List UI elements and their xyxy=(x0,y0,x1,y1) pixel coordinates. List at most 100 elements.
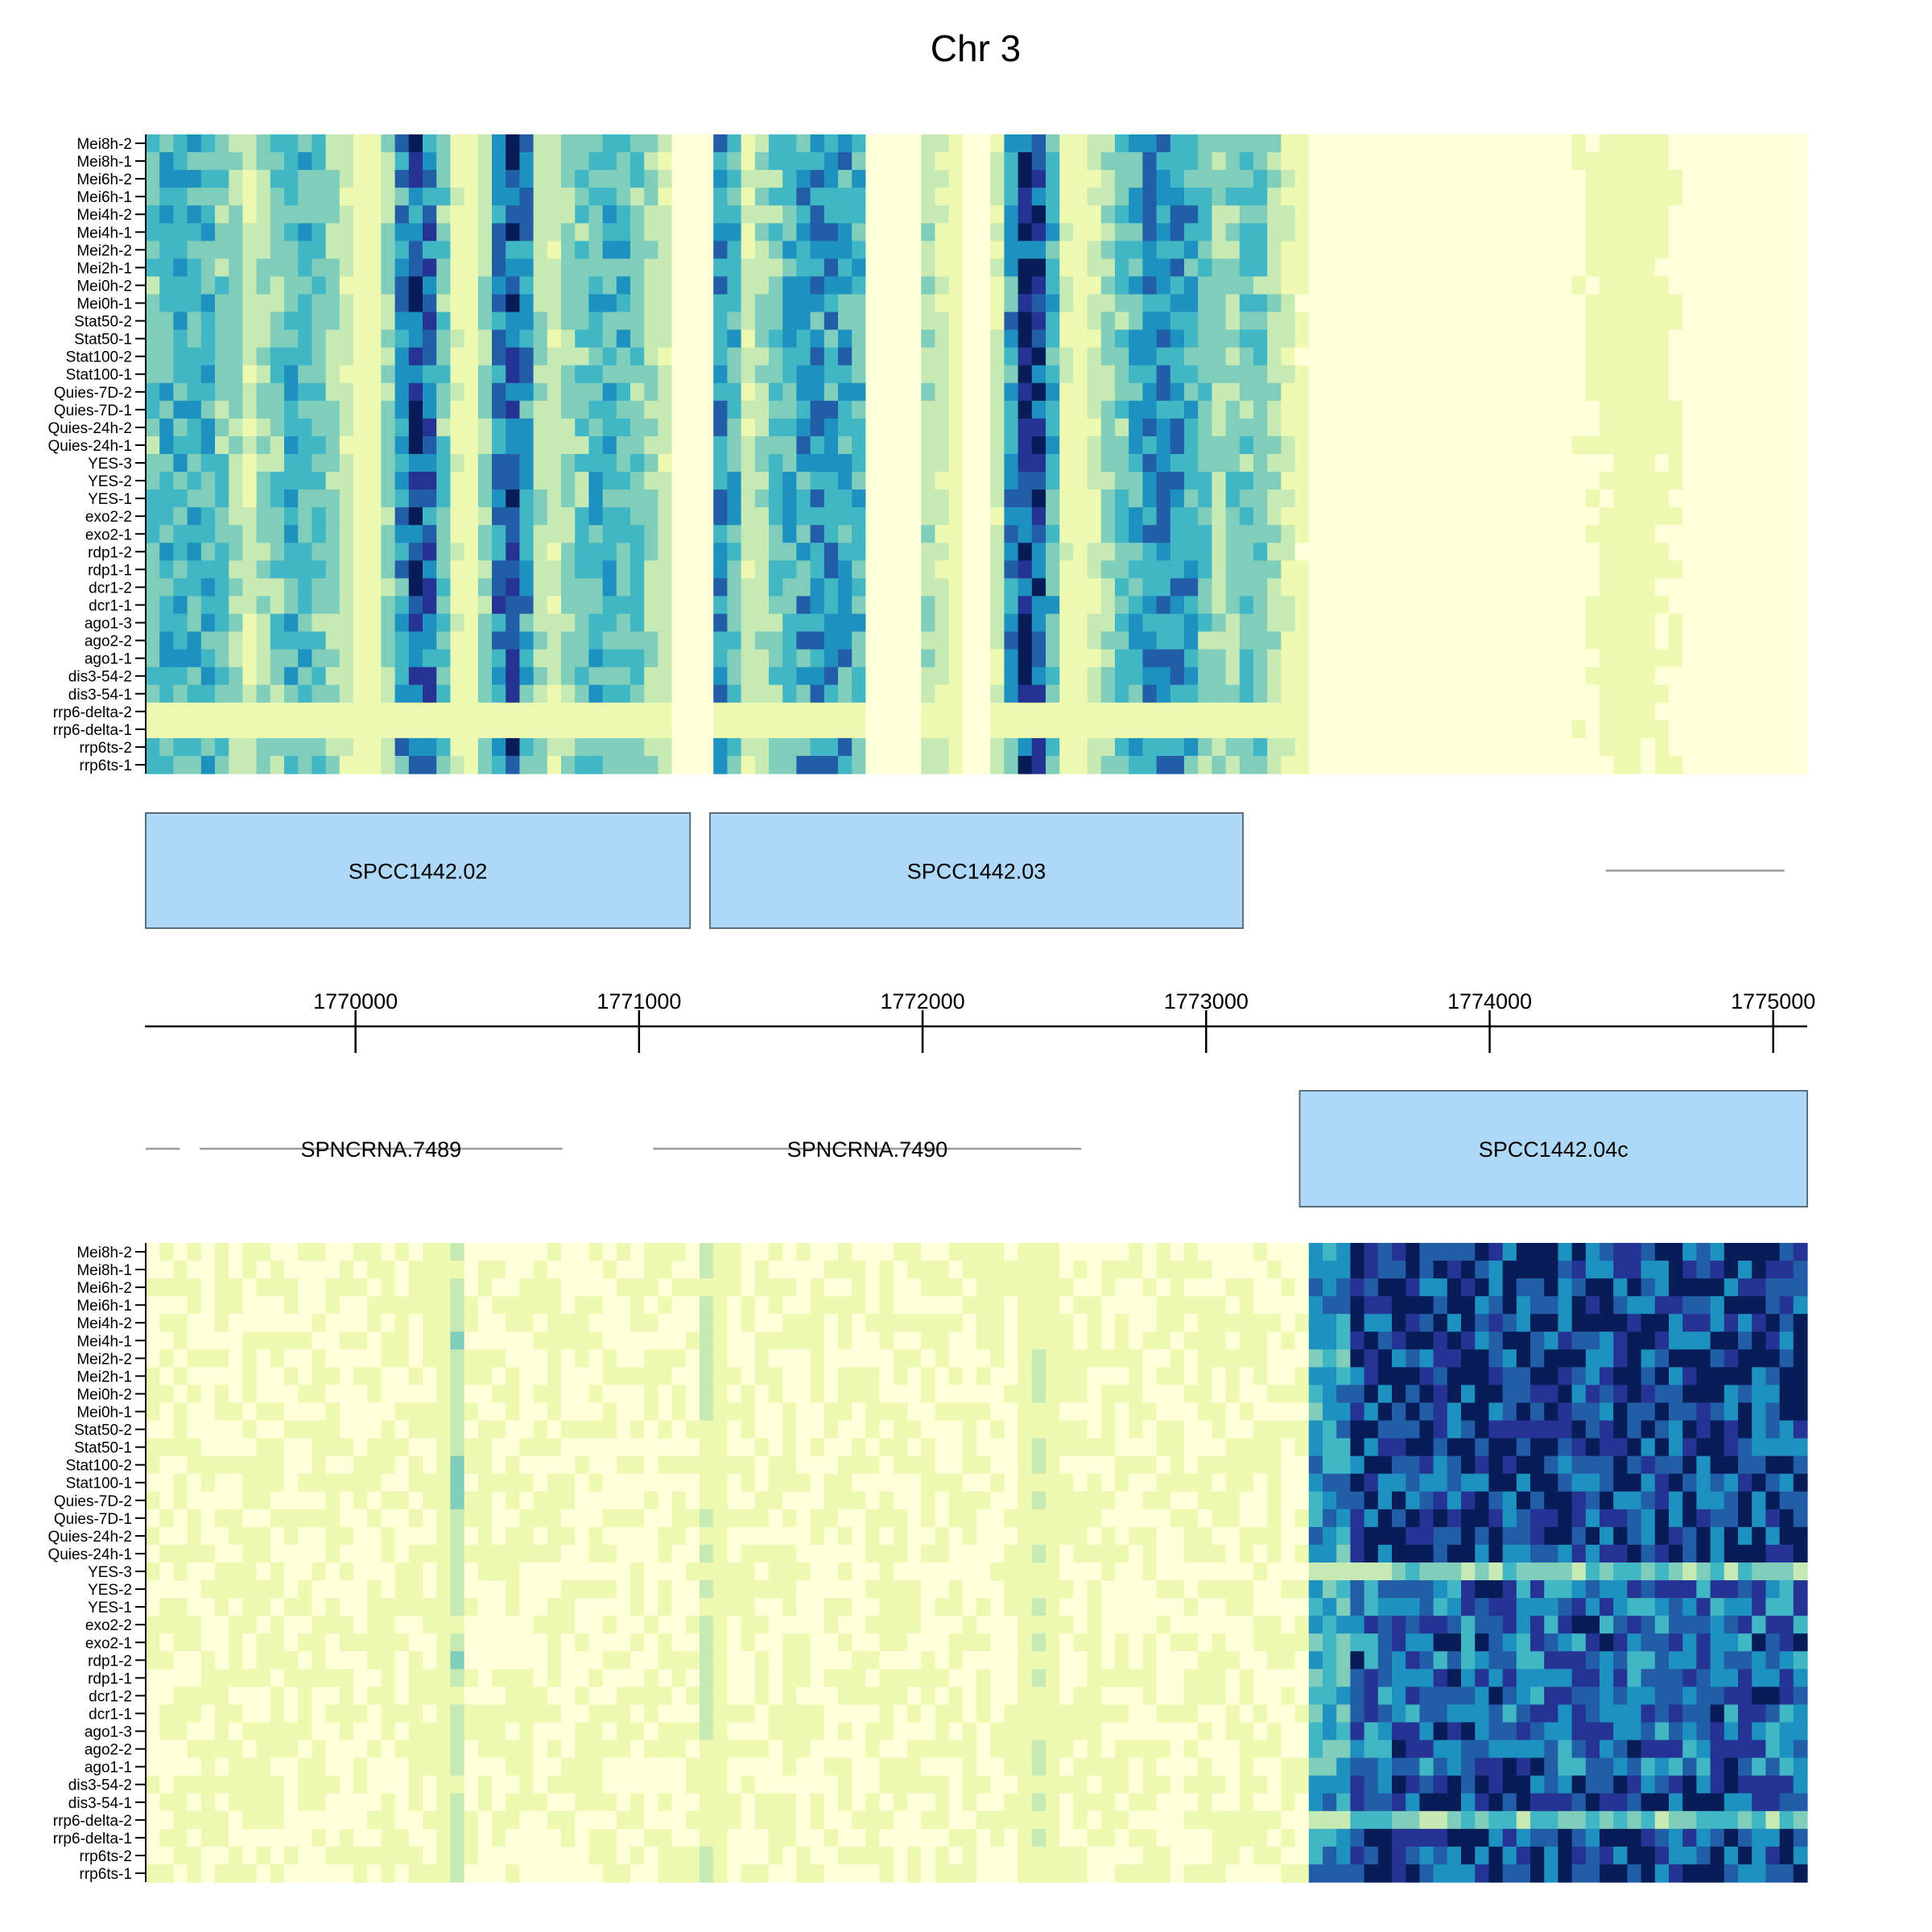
top-heatmap-cell xyxy=(339,188,354,206)
top-heatmap-cell xyxy=(1419,312,1435,331)
bottom-heatmap-row-Mei6h-2 xyxy=(146,1278,1808,1297)
top-heatmap-cell xyxy=(1239,454,1254,473)
top-heatmap-cell xyxy=(1046,489,1060,508)
top-heatmap-cell xyxy=(1004,507,1019,526)
top-heatmap-cell xyxy=(381,152,396,171)
top-heatmap-cell xyxy=(533,667,548,686)
top-heatmap-cell xyxy=(381,312,396,331)
top-heatmap-cell xyxy=(907,613,922,633)
top-heatmap-cell xyxy=(200,276,216,295)
top-heatmap-cell xyxy=(1392,276,1406,295)
top-heatmap-cell xyxy=(1502,489,1517,508)
top-heatmap-cell xyxy=(200,667,216,686)
top-heatmap-cell xyxy=(630,134,645,153)
top-heatmap-cell xyxy=(436,188,451,206)
top-heatmap-cell xyxy=(1419,241,1435,259)
top-heatmap-cell xyxy=(1225,312,1241,331)
top-heatmap-cell xyxy=(1502,702,1517,721)
top-heatmap-cell xyxy=(1059,631,1074,650)
bottom-heatmap-cell xyxy=(782,1242,797,1261)
bottom-heatmap-cell xyxy=(644,1296,658,1315)
top-heatmap-cell xyxy=(810,525,825,543)
top-heatmap-cell xyxy=(1087,205,1102,224)
top-heatmap-cell xyxy=(1059,365,1074,384)
top-heatmap-cell xyxy=(575,276,589,295)
top-heatmap-cell xyxy=(187,382,202,402)
top-heatmap-cell xyxy=(1793,454,1808,473)
top-heatmap-cell xyxy=(561,329,576,349)
top-heatmap-cell xyxy=(1406,347,1420,366)
top-heatmap-cell xyxy=(1669,596,1683,615)
top-heatmap-cell xyxy=(1281,188,1296,206)
top-heatmap-cell xyxy=(893,436,908,455)
top-heatmap-cell xyxy=(713,258,728,278)
top-heatmap-cell xyxy=(727,241,742,259)
top-heatmap-cell xyxy=(1654,134,1670,153)
top-heatmap-cell xyxy=(450,578,465,597)
top-heatmap-cell xyxy=(852,241,866,259)
top-heatmap-cell xyxy=(1779,525,1794,543)
bottom-heatmap-cell xyxy=(477,1261,493,1279)
top-heatmap-cell xyxy=(1156,170,1171,188)
top-heatmap-cell xyxy=(450,613,465,633)
top-heatmap-cell xyxy=(325,436,341,455)
bottom-heatmap-cell xyxy=(1294,1296,1310,1315)
top-heatmap-cell xyxy=(1184,241,1199,259)
top-heatmap-cell xyxy=(976,454,991,473)
top-heatmap-cell xyxy=(935,684,950,704)
top-heatmap-cell xyxy=(1724,489,1739,508)
top-heatmap-cell xyxy=(796,649,811,668)
top-heatmap-cell xyxy=(1488,258,1504,278)
top-heatmap-cell xyxy=(256,223,271,242)
top-heatmap-cell xyxy=(436,418,451,437)
top-heatmap-cell xyxy=(1724,294,1739,313)
top-heatmap-cell xyxy=(1308,454,1323,473)
top-heatmap-cell xyxy=(450,134,465,153)
top-heatmap-cell xyxy=(935,560,950,579)
top-heatmap-cell xyxy=(1433,329,1448,349)
top-heatmap-cell xyxy=(1765,152,1781,171)
bottom-heatmap-cell xyxy=(588,1278,604,1297)
top-heatmap-cell xyxy=(700,418,714,437)
top-heatmap-cell xyxy=(270,578,285,597)
top-heatmap-cell xyxy=(588,454,604,473)
top-heatmap-cell xyxy=(1364,755,1379,774)
top-heatmap-cell xyxy=(1031,684,1046,704)
top-heatmap-cell xyxy=(270,134,285,153)
bottom-heatmap-cell xyxy=(159,1278,174,1297)
top-heatmap-cell xyxy=(1046,454,1060,473)
top-heatmap-cell xyxy=(1198,241,1212,259)
top-heatmap-cell xyxy=(159,755,174,774)
top-heatmap-cell xyxy=(879,596,894,615)
top-heatmap-cell xyxy=(1212,596,1227,615)
bottom-heatmap-cell xyxy=(1142,1242,1158,1261)
top-heatmap-cell xyxy=(1004,489,1019,508)
top-heatmap-cell xyxy=(506,400,520,419)
top-heatmap-cell xyxy=(754,684,770,704)
bottom-heatmap-cell xyxy=(700,1296,714,1315)
top-heatmap-cell xyxy=(1253,258,1268,278)
top-heatmap-cell xyxy=(1613,382,1628,402)
top-heatmap-cell xyxy=(519,365,535,384)
bottom-heatmap-cell xyxy=(229,1296,243,1315)
top-heatmap-cell xyxy=(588,560,604,579)
top-heatmap-cell xyxy=(1336,436,1351,455)
top-heatmap-cell xyxy=(1004,365,1019,384)
top-heatmap-cell xyxy=(754,382,770,402)
top-heatmap-cell xyxy=(353,329,368,349)
top-heatmap-cell xyxy=(298,702,312,721)
top-heatmap-cell xyxy=(1488,454,1504,473)
top-heatmap-cell xyxy=(921,507,935,526)
bottom-heatmap-cell xyxy=(865,1278,881,1297)
top-heatmap-cell xyxy=(893,418,908,437)
top-heatmap-cell xyxy=(492,223,506,242)
top-heatmap-cell xyxy=(1156,525,1171,543)
bottom-heatmap-cell xyxy=(616,1242,631,1261)
top-heatmap-cell xyxy=(381,365,396,384)
bottom-heatmap-cell xyxy=(921,1278,935,1297)
top-heatmap-cell xyxy=(575,418,589,437)
top-heatmap-cell xyxy=(1558,241,1573,259)
top-heatmap-cell xyxy=(1627,578,1642,597)
top-heatmap-cell xyxy=(1571,223,1587,242)
top-heatmap-cell xyxy=(394,241,410,259)
